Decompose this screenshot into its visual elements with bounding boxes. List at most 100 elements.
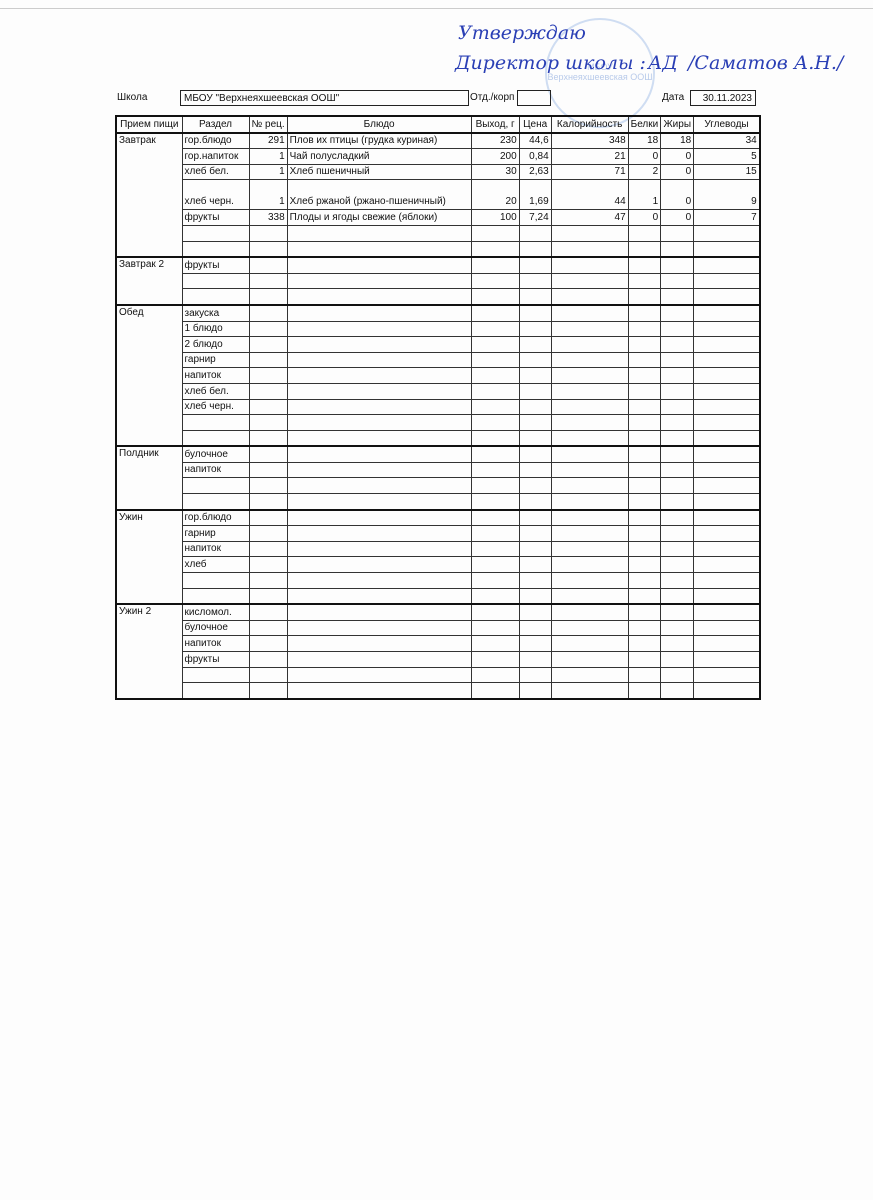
cell-recipe-no — [248, 256, 288, 274]
cell-protein — [627, 224, 662, 242]
table-row: хлеб — [116, 556, 761, 574]
cell-carbs — [693, 303, 761, 322]
cell-portion — [470, 429, 520, 447]
column-header: Блюдо — [286, 115, 472, 134]
header-row: Прием пищи Раздел № рец. Блюдо Выход, г Цена К… — [115, 115, 761, 134]
table-row: 2 блюдо — [116, 336, 761, 353]
table-row: булочное — [116, 619, 761, 637]
cell-portion — [470, 540, 520, 558]
cell-protein — [627, 240, 662, 258]
cell-section — [181, 477, 250, 495]
cell-protein — [627, 682, 662, 700]
table-row: Ужин 2 кисломол. — [115, 603, 761, 699]
cell-protein — [627, 382, 662, 400]
cell-portion: 230 — [470, 131, 520, 150]
cell-calories — [550, 572, 629, 589]
cell-dish — [286, 382, 472, 400]
table-row: Полдник булочное — [115, 445, 761, 510]
cell-carbs — [693, 256, 761, 274]
column-header: Белки — [627, 115, 662, 134]
cell-protein — [627, 619, 662, 637]
cell-carbs — [693, 461, 761, 479]
table-row: гарнир — [116, 351, 761, 369]
cell-carbs — [693, 508, 761, 527]
cell-portion: 30 — [470, 163, 520, 181]
stamp-text: МБОУ Верхнеяхшеевская ООШ — [547, 62, 653, 82]
cell-recipe-no — [248, 429, 288, 447]
cell-carbs — [693, 587, 761, 605]
cell-price: 0,84 — [518, 148, 552, 165]
cell-calories — [550, 445, 629, 463]
cell-section: фрукты — [181, 256, 250, 274]
cell-section: напиток — [181, 540, 250, 558]
cell-fat — [660, 556, 695, 574]
cell-fat — [660, 445, 695, 463]
cell-fat — [660, 666, 695, 684]
cell-section: напиток — [181, 461, 250, 479]
cell-portion: 100 — [470, 209, 520, 226]
cell-section: 2 блюдо — [181, 336, 250, 353]
cell-protein — [627, 493, 662, 511]
cell-recipe-no — [248, 414, 288, 431]
table-row: хлеб бел. — [116, 382, 761, 400]
cell-protein: 0 — [627, 148, 662, 165]
cell-protein — [627, 587, 662, 605]
cell-recipe-no — [248, 493, 288, 511]
cell-dish: Плоды и ягоды свежие (яблоки) — [286, 209, 472, 226]
cell-section — [181, 666, 250, 684]
cell-recipe-no — [248, 603, 288, 621]
cell-carbs: 9 — [693, 179, 761, 211]
cell-section: гор.напиток — [181, 148, 250, 165]
cell-calories — [550, 336, 629, 353]
table-row — [116, 682, 761, 700]
cell-calories — [550, 540, 629, 558]
cell-portion — [470, 382, 520, 400]
meal-name: Завтрак 2 — [115, 256, 183, 305]
cell-price — [518, 414, 552, 431]
cell-dish — [286, 272, 472, 290]
cell-protein — [627, 303, 662, 322]
cell-portion — [470, 666, 520, 684]
cell-fat — [660, 272, 695, 290]
cell-carbs — [693, 572, 761, 589]
meal-name: Полдник — [115, 445, 183, 510]
cell-fat: 0 — [660, 209, 695, 226]
cell-portion: 20 — [470, 179, 520, 211]
cell-portion — [470, 224, 520, 242]
cell-section — [181, 224, 250, 242]
cell-fat — [660, 651, 695, 668]
school-field: МБОУ "Верхнеяхшеевская ООШ" — [180, 90, 469, 106]
cell-price — [518, 382, 552, 400]
cell-recipe-no — [248, 651, 288, 668]
cell-protein — [627, 635, 662, 652]
cell-recipe-no — [248, 461, 288, 479]
cell-section: булочное — [181, 445, 250, 463]
cell-price — [518, 445, 552, 463]
cell-recipe-no — [248, 303, 288, 322]
cell-dish — [286, 320, 472, 338]
date-field: 30.11.2023 — [690, 90, 756, 106]
cell-protein — [627, 666, 662, 684]
cell-price — [518, 556, 552, 574]
cell-portion — [470, 303, 520, 322]
cell-section: закуска — [181, 303, 250, 322]
cell-section: булочное — [181, 619, 250, 637]
cell-portion — [470, 320, 520, 338]
table-row: хлеб бел. 1 Хлеб пшеничный 30 2,63 71 2 0 15 — [116, 163, 761, 181]
cell-recipe-no: 291 — [248, 131, 288, 150]
cell-calories — [550, 635, 629, 652]
cell-portion — [470, 619, 520, 637]
cell-price — [518, 493, 552, 511]
table-row — [116, 224, 761, 242]
cell-calories — [550, 429, 629, 447]
cell-portion — [470, 477, 520, 495]
cell-dish — [286, 508, 472, 527]
cell-protein — [627, 572, 662, 589]
cell-price — [518, 429, 552, 447]
dept-label: Отд./корп — [470, 92, 515, 103]
cell-portion — [470, 351, 520, 369]
cell-carbs — [693, 666, 761, 684]
cell-dish — [286, 587, 472, 605]
cell-price — [518, 619, 552, 637]
cell-price — [518, 477, 552, 495]
